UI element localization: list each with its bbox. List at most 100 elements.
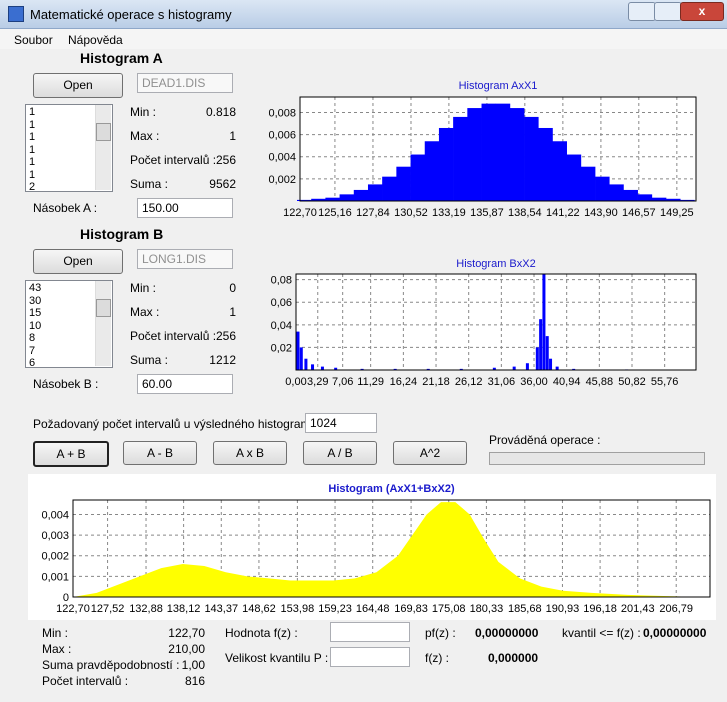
close-button[interactable]: x [680, 2, 724, 21]
chart: Histogram BxX2 0,02 0,04 0,06 0,08 0,00 3,29 7,… [271, 258, 697, 388]
chart-title: Histogram AxX1 [459, 80, 538, 92]
stat-label: Max : [130, 129, 160, 143]
x-tick-label: 127,84 [356, 207, 390, 219]
result-stat-value: 210,00 [168, 642, 205, 656]
bar [492, 367, 496, 370]
plot-area [296, 274, 696, 370]
bar [539, 319, 543, 370]
panel-heading: Histogram B [80, 226, 164, 242]
x-tick-label: 40,94 [553, 376, 581, 388]
chart-title: Histogram BxX2 [456, 258, 535, 270]
bar [296, 331, 300, 370]
multiplier-input[interactable]: 60.00 [137, 374, 233, 394]
x-tick-label: 130,52 [394, 207, 428, 219]
list-item: 1 [29, 168, 36, 181]
x-tick-label: 201,43 [621, 603, 655, 615]
list-item: 1 [29, 143, 36, 156]
file-field: LONG1.DIS [137, 249, 233, 269]
menu-item[interactable]: Nápověda [68, 33, 123, 47]
bar [512, 366, 516, 370]
y-tick-label: 0,003 [41, 530, 69, 542]
fz-value-input[interactable] [330, 622, 410, 642]
operation-button[interactable]: A - B [123, 441, 197, 465]
menu-bar [0, 29, 727, 49]
bar [609, 184, 624, 201]
x-tick-label: 141,22 [546, 207, 580, 219]
bar [367, 184, 383, 201]
open-button[interactable]: Open [33, 249, 123, 274]
bar [572, 368, 576, 370]
plot-frame [72, 499, 711, 598]
list-item: 1 [29, 131, 36, 143]
quantile-size-input[interactable] [330, 647, 410, 667]
y-tick-label: 0,06 [271, 297, 292, 309]
x-tick-label: 50,82 [618, 376, 646, 388]
bar [495, 103, 511, 201]
bar [304, 358, 308, 370]
x-tick-label: 26,12 [455, 376, 483, 388]
x-tick-label: 146,57 [622, 207, 656, 219]
panel-heading: Histogram A [80, 50, 163, 66]
y-tick-label: 0,002 [268, 174, 296, 186]
x-tick-label: 206,79 [659, 603, 693, 615]
intervals-input[interactable]: 1024 [305, 413, 377, 433]
bar [382, 176, 397, 201]
bar [453, 116, 468, 201]
list-item: 6 [29, 357, 36, 369]
operation-button[interactable]: A x B [213, 441, 287, 465]
result-stat-label: Max : [42, 642, 72, 656]
x-tick-label: 16,24 [390, 376, 418, 388]
list-item: 8 [29, 332, 36, 344]
operation-button[interactable]: A^2 [393, 441, 467, 465]
bar [438, 127, 454, 201]
x-tick-label: 21,18 [422, 376, 450, 388]
pfz-label: pf(z) : [425, 626, 456, 640]
file-field: DEAD1.DIS [137, 73, 233, 93]
x-tick-label: 143,90 [584, 207, 618, 219]
bar [360, 368, 364, 370]
operation-button[interactable]: A / B [303, 441, 377, 465]
bar [538, 127, 553, 201]
bar [549, 358, 553, 370]
x-tick-label: 127,52 [91, 603, 125, 615]
result-stat-value: 816 [184, 674, 205, 688]
multiplier-label: Násobek B : [33, 377, 99, 391]
bar [525, 363, 529, 370]
x-tick-label: 45,88 [586, 376, 614, 388]
bar [481, 103, 497, 201]
chart: Histogram AxX1 0,002 0,004 0,006 0,008 122,70… [268, 80, 697, 219]
scroll-thumb[interactable] [96, 123, 111, 141]
fz-label: f(z) : [425, 651, 449, 665]
y-tick-label: 0,008 [268, 107, 296, 119]
x-tick-label: 55,76 [651, 376, 679, 388]
multiplier-input[interactable]: 150.00 [137, 198, 233, 218]
y-tick-label: 0,02 [271, 342, 292, 354]
bar [339, 194, 355, 201]
x-tick-label: 138,54 [508, 207, 542, 219]
area [75, 502, 700, 597]
maximize-button[interactable] [654, 2, 682, 21]
minimize-button[interactable] [628, 2, 656, 21]
bar [524, 116, 539, 201]
bar [509, 108, 525, 201]
menu-item[interactable]: Soubor [14, 33, 53, 47]
bar [680, 199, 695, 201]
stat-label: Suma : [130, 353, 169, 367]
operation-button[interactable]: A + B [33, 441, 109, 467]
bar [666, 198, 681, 201]
result-stat-label: Suma pravděpodobností : [42, 658, 180, 672]
scroll-thumb[interactable] [96, 299, 111, 317]
x-tick-label: 143,37 [204, 603, 238, 615]
x-tick-label: 180,33 [470, 603, 504, 615]
list-item: 7 [29, 344, 36, 357]
bar [459, 368, 463, 370]
open-button[interactable]: Open [33, 73, 123, 98]
plot-frame [295, 273, 697, 371]
list-item: 10 [29, 319, 42, 332]
progress-bar [489, 452, 705, 465]
result-stat-value: 122,70 [168, 626, 205, 640]
x-tick-label: 169,83 [394, 603, 428, 615]
operation-label: Prováděná operace : [489, 433, 601, 447]
multiplier-label: Násobek A : [33, 201, 98, 215]
